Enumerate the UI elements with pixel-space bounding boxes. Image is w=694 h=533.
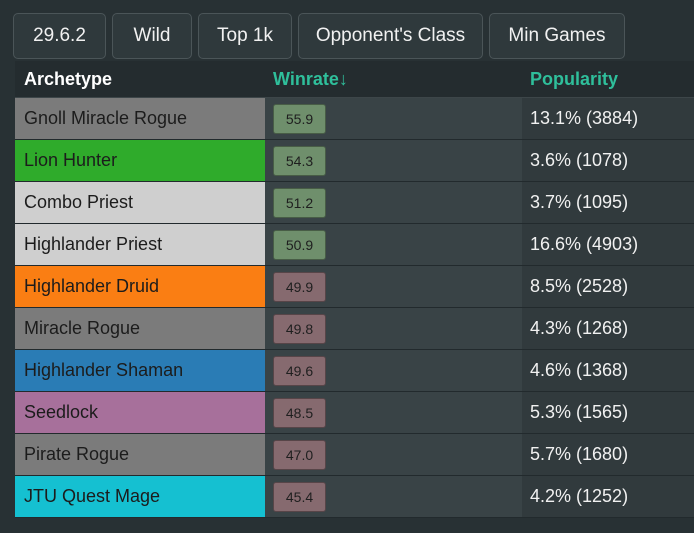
winrate-cell: 48.5 (265, 392, 522, 433)
archetype-cell[interactable]: Miracle Rogue (15, 308, 265, 349)
archetype-cell[interactable]: Gnoll Miracle Rogue (15, 98, 265, 139)
table-row[interactable]: Pirate Rogue 47.0 5.7% (1680) (15, 434, 694, 476)
opponent-class-filter-button[interactable]: Opponent's Class (298, 13, 483, 59)
table-row[interactable]: Highlander Shaman 49.6 4.6% (1368) (15, 350, 694, 392)
winrate-badge: 45.4 (273, 481, 326, 512)
winrate-badge: 49.6 (273, 355, 326, 386)
table-body: Gnoll Miracle Rogue 55.9 13.1% (3884) Lion … (15, 98, 694, 518)
winrate-cell: 45.4 (265, 476, 522, 517)
popularity-cell: 5.7% (1680) (522, 434, 694, 475)
table-row[interactable]: Miracle Rogue 49.8 4.3% (1268) (15, 308, 694, 350)
popularity-cell: 16.6% (4903) (522, 224, 694, 265)
winrate-cell: 47.0 (265, 434, 522, 475)
archetype-table: Archetype Winrate↓ Popularity Gnoll Mira… (15, 61, 694, 518)
archetype-cell[interactable]: Pirate Rogue (15, 434, 265, 475)
winrate-cell: 49.6 (265, 350, 522, 391)
format-filter-button[interactable]: Wild (112, 13, 192, 59)
winrate-badge: 48.5 (273, 397, 326, 428)
popularity-cell: 3.7% (1095) (522, 182, 694, 223)
winrate-badge: 47.0 (273, 439, 326, 470)
winrate-cell: 49.9 (265, 266, 522, 307)
rank-filter-button[interactable]: Top 1k (198, 13, 292, 59)
popularity-cell: 8.5% (2528) (522, 266, 694, 307)
table-header: Archetype Winrate↓ Popularity (15, 61, 694, 98)
table-row[interactable]: Lion Hunter 54.3 3.6% (1078) (15, 140, 694, 182)
popularity-cell: 13.1% (3884) (522, 98, 694, 139)
winrate-badge: 55.9 (273, 103, 326, 134)
table-row[interactable]: Highlander Priest 50.9 16.6% (4903) (15, 224, 694, 266)
archetype-cell[interactable]: Seedlock (15, 392, 265, 433)
winrate-badge: 51.2 (273, 187, 326, 218)
winrate-cell: 50.9 (265, 224, 522, 265)
archetype-column-header[interactable]: Archetype (24, 68, 113, 89)
table-row[interactable]: Combo Priest 51.2 3.7% (1095) (15, 182, 694, 224)
table-row[interactable]: JTU Quest Mage 45.4 4.2% (1252) (15, 476, 694, 518)
archetype-cell[interactable]: JTU Quest Mage (15, 476, 265, 517)
winrate-badge: 54.3 (273, 145, 326, 176)
filter-bar: 29.6.2 Wild Top 1k Opponent's Class Min … (13, 13, 625, 61)
popularity-cell: 4.6% (1368) (522, 350, 694, 391)
winrate-cell: 51.2 (265, 182, 522, 223)
patch-filter-button[interactable]: 29.6.2 (13, 13, 106, 59)
winrate-cell: 54.3 (265, 140, 522, 181)
min-games-filter-button[interactable]: Min Games (489, 13, 625, 59)
archetype-cell[interactable]: Highlander Druid (15, 266, 265, 307)
winrate-badge: 49.8 (273, 313, 326, 344)
popularity-cell: 4.3% (1268) (522, 308, 694, 349)
popularity-column-header[interactable]: Popularity (530, 68, 619, 89)
archetype-cell[interactable]: Highlander Priest (15, 224, 265, 265)
winrate-cell: 49.8 (265, 308, 522, 349)
winrate-cell: 55.9 (265, 98, 522, 139)
popularity-cell: 3.6% (1078) (522, 140, 694, 181)
popularity-cell: 5.3% (1565) (522, 392, 694, 433)
winrate-badge: 50.9 (273, 229, 326, 260)
archetype-cell[interactable]: Combo Priest (15, 182, 265, 223)
popularity-cell: 4.2% (1252) (522, 476, 694, 517)
winrate-column-header[interactable]: Winrate↓ (273, 68, 348, 89)
table-row[interactable]: Seedlock 48.5 5.3% (1565) (15, 392, 694, 434)
archetype-cell[interactable]: Highlander Shaman (15, 350, 265, 391)
archetype-cell[interactable]: Lion Hunter (15, 140, 265, 181)
table-row[interactable]: Gnoll Miracle Rogue 55.9 13.1% (3884) (15, 98, 694, 140)
table-row[interactable]: Highlander Druid 49.9 8.5% (2528) (15, 266, 694, 308)
winrate-badge: 49.9 (273, 271, 326, 302)
